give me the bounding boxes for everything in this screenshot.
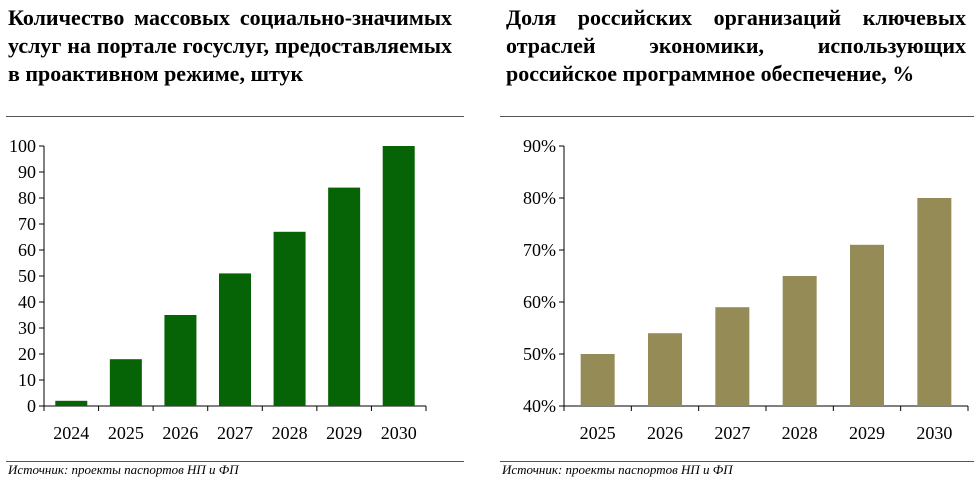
bar-chart-right: 40% 50% 60% 70% 80% 90% 2025 2026 2027 2028 2029 20…: [523, 136, 969, 443]
y-tick-label: 90%: [523, 136, 556, 156]
bar: [382, 146, 415, 406]
x-tick-label: 2026: [647, 423, 683, 443]
bar: [580, 354, 615, 406]
x-tick-label: 2029: [849, 423, 885, 443]
y-tick-label: 40%: [523, 396, 556, 416]
x-tick-label: 2030: [381, 423, 417, 443]
y-tick-label: 50: [18, 266, 36, 286]
y-tick-label: 20: [18, 344, 36, 364]
title-rule: [6, 116, 464, 117]
bar: [109, 359, 142, 406]
bar: [164, 315, 197, 406]
y-tick-label: 10: [18, 370, 36, 390]
y-tick-label: 50%: [523, 344, 556, 364]
x-tick-label: 2028: [782, 423, 818, 443]
y-tick-label: 40: [18, 292, 36, 312]
bar: [782, 276, 817, 406]
y-tick-label: 0: [27, 396, 36, 416]
x-tick-label: 2025: [580, 423, 616, 443]
chart-title: Доля российских организаций ключевых отр…: [506, 5, 966, 86]
bar: [648, 333, 682, 406]
x-tick-label: 2026: [162, 423, 198, 443]
chart-title: Количество массовых социально-значимых у…: [8, 5, 452, 86]
x-tick-label: 2029: [326, 423, 362, 443]
y-tick-label: 70: [18, 214, 36, 234]
bar: [850, 244, 884, 406]
source-rule: [500, 461, 974, 462]
source-note: Источник: проекты паспортов НП и ФП: [8, 462, 239, 477]
title-rule: [500, 116, 974, 117]
bar: [715, 307, 750, 406]
x-tick-label: 2027: [714, 423, 750, 443]
y-tick-label: 30: [18, 318, 36, 338]
bar: [273, 231, 306, 406]
y-tick-label: 70%: [523, 240, 556, 260]
source-rule: [6, 461, 464, 462]
bar: [55, 400, 88, 406]
chart-panel-right: Доля российских организаций ключевых отр…: [492, 0, 978, 480]
chart-panel-left: Количество массовых социально-значимых у…: [0, 0, 470, 480]
y-tick-label: 80: [18, 188, 36, 208]
y-tick-label: 60%: [523, 292, 556, 312]
x-tick-label: 2030: [916, 423, 952, 443]
bar: [328, 187, 361, 406]
x-tick-label: 2025: [108, 423, 144, 443]
bar: [917, 198, 952, 406]
y-tick-label: 90: [18, 162, 36, 182]
x-tick-label: 2027: [217, 423, 253, 443]
x-tick-label: 2024: [53, 423, 89, 443]
y-tick-label: 60: [18, 240, 36, 260]
bar: [219, 273, 251, 406]
y-tick-label: 100: [9, 136, 36, 156]
source-note: Источник: проекты паспортов НП и ФП: [502, 462, 733, 477]
y-tick-label: 80%: [523, 188, 556, 208]
x-tick-label: 2028: [272, 423, 308, 443]
